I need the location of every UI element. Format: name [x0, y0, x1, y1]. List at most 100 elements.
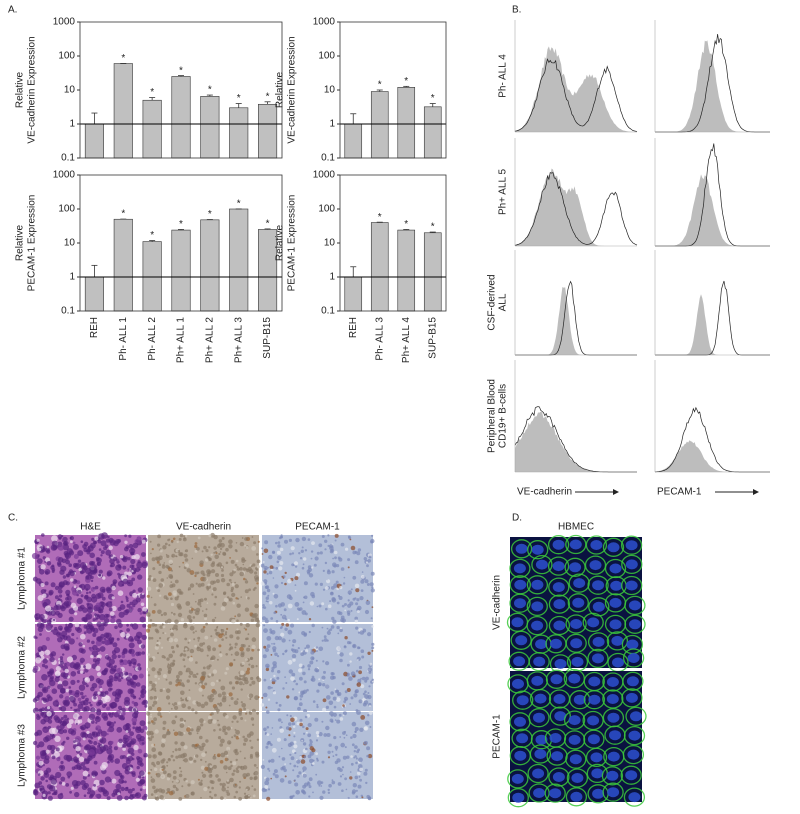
histology-texture: [188, 732, 191, 735]
histology-texture: [166, 765, 168, 767]
histology-texture: [328, 789, 330, 791]
histology-texture: [58, 719, 62, 723]
histology-texture: [358, 757, 363, 762]
histology-texture: [72, 590, 78, 596]
histology-texture: [130, 794, 133, 797]
histology-texture: [281, 638, 285, 642]
histology-texture: [271, 654, 273, 656]
histology-texture: [125, 766, 130, 771]
histology-texture: [186, 727, 191, 732]
histology-texture: [152, 786, 156, 790]
histology-texture: [252, 563, 255, 566]
histology-texture: [102, 576, 105, 579]
histology-texture: [337, 692, 341, 696]
histology-texture: [96, 603, 101, 608]
histology-texture: [37, 692, 43, 698]
histology-texture: [368, 685, 370, 687]
histology-texture: [298, 691, 300, 693]
histology-texture: [269, 628, 272, 631]
histology-texture: [291, 563, 294, 566]
histology-texture: [46, 750, 50, 754]
histology-texture: [340, 618, 344, 622]
histology-texture: [150, 619, 153, 622]
histology-texture: [192, 558, 194, 560]
if-nucleus: [553, 772, 565, 782]
if-nucleus: [593, 637, 605, 647]
histology-texture: [160, 689, 163, 692]
histology-texture: [335, 534, 339, 538]
histology-texture: [80, 692, 84, 696]
histology-texture: [78, 606, 83, 611]
histology-texture: [109, 659, 115, 665]
histology-texture: [196, 701, 199, 704]
histology-texture: [143, 726, 148, 731]
histology-texture: [268, 699, 270, 701]
histology-texture: [83, 700, 89, 706]
significance-marker: *: [378, 212, 382, 223]
histology-texture: [218, 634, 223, 639]
histology-texture: [298, 647, 300, 649]
histology-texture: [212, 619, 215, 622]
histology-texture: [223, 553, 226, 556]
histology-texture: [239, 781, 241, 783]
significance-marker: *: [237, 199, 241, 210]
histology-texture: [81, 617, 85, 621]
histology-texture: [86, 684, 89, 687]
histology-texture: [176, 675, 180, 679]
histology-texture: [110, 611, 115, 616]
histology-texture: [152, 567, 155, 570]
histology-texture: [238, 797, 242, 801]
histology-texture: [148, 686, 152, 690]
histology-texture: [316, 704, 318, 706]
histology-texture: [75, 623, 80, 628]
histology-texture: [151, 683, 155, 687]
histology-texture: [275, 636, 279, 640]
histology-texture: [152, 733, 154, 735]
histology-texture: [208, 716, 212, 720]
histology-texture: [89, 702, 91, 704]
histology-column-label: PECAM-1: [295, 522, 340, 533]
histology-texture: [104, 704, 107, 707]
histology-texture: [132, 653, 136, 657]
significance-marker: *: [266, 219, 270, 230]
histology-texture: [111, 702, 117, 708]
histology-texture: [202, 550, 204, 552]
if-nucleus: [610, 598, 622, 608]
histology-texture: [244, 628, 246, 630]
if-nucleus: [607, 713, 619, 723]
histology-texture: [86, 550, 88, 552]
histology-texture: [301, 740, 303, 742]
histology-texture: [345, 746, 347, 748]
if-nucleus: [516, 733, 528, 743]
histology-texture: [95, 716, 101, 722]
histology-texture: [89, 591, 91, 593]
histology-texture: [261, 547, 263, 549]
panel-label: D.: [512, 513, 522, 524]
histology-texture: [371, 586, 373, 588]
histology-texture: [180, 654, 183, 657]
histology-texture: [214, 638, 218, 642]
histology-texture: [361, 575, 365, 579]
histology-texture: [162, 625, 165, 628]
histology-texture: [77, 765, 82, 770]
histology-texture: [184, 745, 188, 749]
histology-texture: [354, 755, 357, 758]
histology-texture: [246, 538, 248, 540]
histology-texture: [357, 749, 360, 752]
histology-texture: [161, 789, 165, 793]
histology-texture: [130, 740, 135, 745]
histology-texture: [371, 617, 373, 619]
histology-texture: [118, 778, 124, 784]
if-nucleus: [626, 640, 638, 650]
histology-texture: [43, 688, 47, 692]
histology-texture: [341, 789, 344, 792]
histology-texture: [341, 543, 345, 547]
if-nucleus: [627, 750, 639, 760]
histology-texture: [254, 771, 259, 776]
histology-texture: [46, 768, 51, 773]
histology-texture: [246, 568, 248, 570]
histology-texture: [114, 746, 118, 750]
if-nucleus: [608, 752, 620, 762]
if-nucleus: [533, 788, 545, 798]
histology-texture: [173, 759, 175, 761]
